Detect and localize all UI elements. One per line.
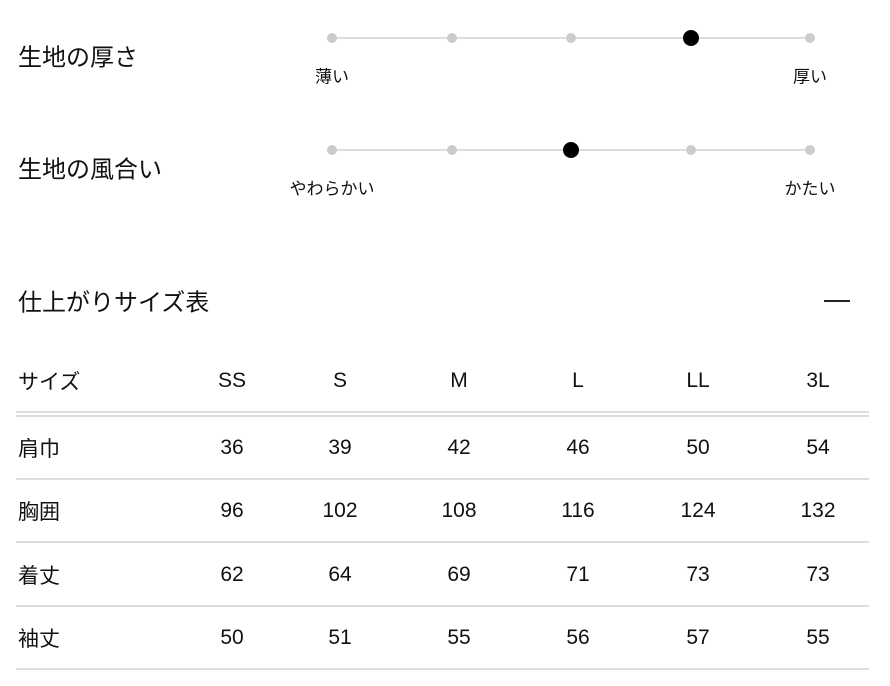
row-label: 着丈 <box>18 563 60 588</box>
row-divider <box>16 478 869 480</box>
table-cell: 55 <box>806 625 830 649</box>
size-table-title: 仕上がりサイズ表 <box>18 288 210 317</box>
row-divider <box>16 604 869 607</box>
slider-max-label: 厚い <box>793 67 827 88</box>
table-cell: 73 <box>686 562 710 586</box>
slider-min-label: やわらかい <box>289 179 375 200</box>
table-cell: 55 <box>447 625 471 649</box>
slider-title: 生地の風合い <box>18 155 162 184</box>
row-divider <box>16 541 869 544</box>
header-cell: SS <box>217 369 247 392</box>
row-label: 胸囲 <box>18 500 60 525</box>
header-cell: サイズ <box>18 370 81 394</box>
divider <box>16 411 869 413</box>
table-cell: 54 <box>806 436 830 459</box>
table-cell: 56 <box>566 625 590 649</box>
slider-dot <box>686 145 696 155</box>
slider-dot <box>327 145 337 155</box>
slider-dot <box>447 145 457 155</box>
slider-dot <box>447 33 457 43</box>
slider-max-label: かたい <box>784 179 836 200</box>
table-cell: 62 <box>220 562 244 586</box>
row-label: 袖丈 <box>18 626 60 651</box>
table-cell: 96 <box>220 499 244 523</box>
table-cell: 71 <box>566 562 590 586</box>
table-cell: 124 <box>680 499 716 523</box>
table-cell: 42 <box>447 436 471 459</box>
slider-selected-dot <box>683 30 699 46</box>
slider-dot <box>805 33 815 43</box>
header-cell: L <box>572 369 584 392</box>
header-cell: S <box>332 369 348 392</box>
collapse-minus-icon[interactable] <box>824 300 850 302</box>
row-label: 肩巾 <box>18 437 60 461</box>
table-cell: 57 <box>686 625 710 649</box>
row-divider <box>16 667 869 670</box>
table-cell: 50 <box>686 436 710 459</box>
table-cell: 50 <box>220 625 244 649</box>
divider <box>16 415 869 417</box>
table-cell: 116 <box>561 499 595 523</box>
slider-dot <box>805 145 815 155</box>
slider-min-label: 薄い <box>315 67 349 88</box>
table-cell: 64 <box>328 562 352 586</box>
header-cell: LL <box>686 369 710 392</box>
table-cell: 39 <box>328 436 352 459</box>
slider-dot <box>327 33 337 43</box>
table-cell: 36 <box>220 436 244 459</box>
header-cell: M <box>450 369 468 392</box>
table-cell: 73 <box>806 562 830 586</box>
table-cell: 51 <box>328 625 352 649</box>
table-cell: 132 <box>800 499 836 523</box>
table-cell: 46 <box>566 436 590 459</box>
table-cell: 69 <box>447 562 471 586</box>
slider-title: 生地の厚さ <box>18 43 138 72</box>
table-cell: 108 <box>441 499 477 523</box>
header-cell: 3L <box>806 369 830 392</box>
slider-selected-dot <box>563 142 579 158</box>
table-cell: 102 <box>322 499 358 523</box>
slider-dot <box>566 33 576 43</box>
